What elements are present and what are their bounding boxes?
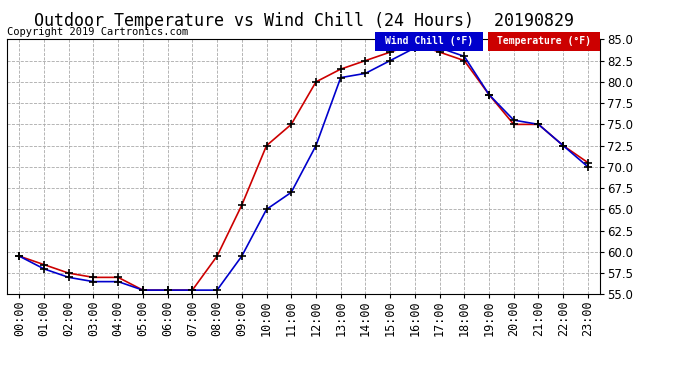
Title: Outdoor Temperature vs Wind Chill (24 Hours)  20190829: Outdoor Temperature vs Wind Chill (24 Ho… [34, 12, 573, 30]
Text: Copyright 2019 Cartronics.com: Copyright 2019 Cartronics.com [7, 27, 188, 37]
